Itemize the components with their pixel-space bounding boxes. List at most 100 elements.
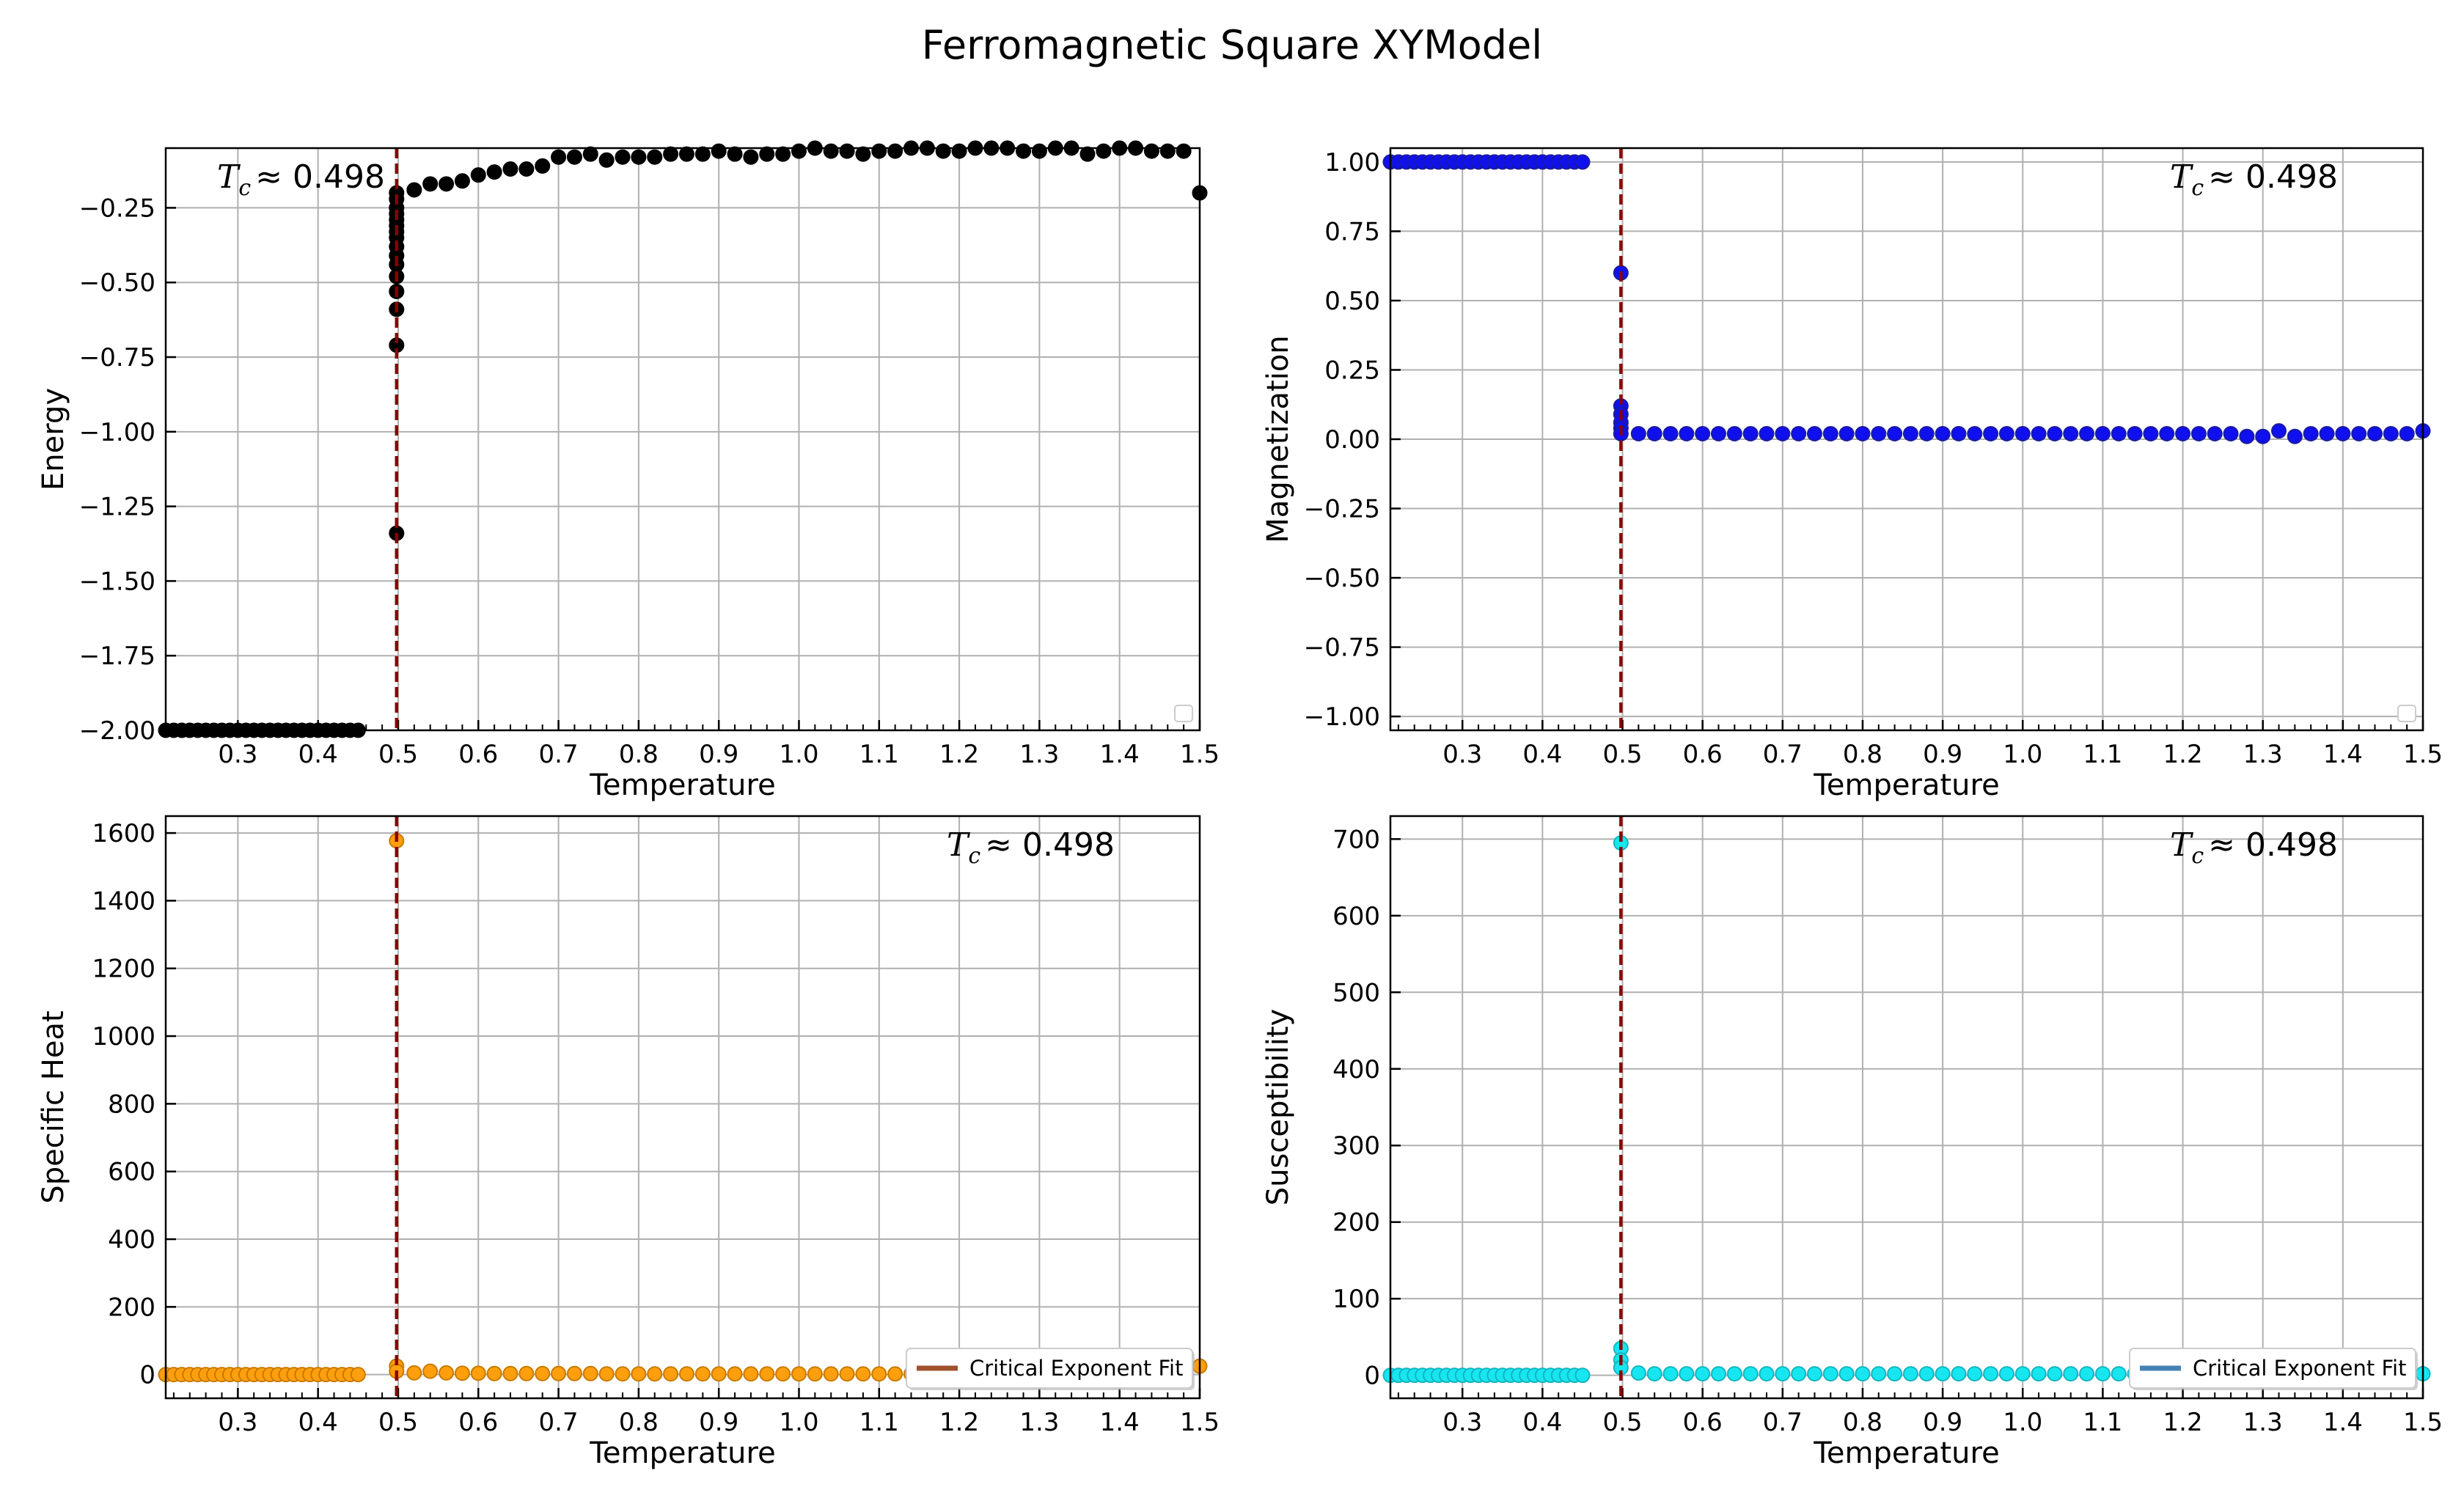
data-point — [582, 1365, 598, 1381]
y-tick-label: −1.00 — [79, 418, 155, 447]
y-tick-label: 1000 — [92, 1022, 155, 1051]
plot-area — [1390, 816, 2423, 1398]
data-point — [727, 1366, 743, 1382]
data-point — [2207, 425, 2223, 441]
x-tick-label: 1.3 — [1019, 1408, 1059, 1437]
data-point — [439, 176, 455, 192]
data-point — [1016, 143, 1032, 159]
data-point — [2319, 425, 2335, 441]
legend — [1174, 705, 1193, 722]
x-tick-label: 1.4 — [1100, 1408, 1140, 1437]
data-point — [1918, 425, 1935, 441]
legend-box — [2397, 705, 2416, 722]
data-point — [759, 1366, 775, 1382]
x-tick-label: 1.5 — [2403, 740, 2443, 769]
figure-title: Ferromagnetic Square XYModel — [921, 22, 1543, 68]
x-tick-label: 0.7 — [1763, 740, 1803, 769]
data-point — [518, 161, 535, 177]
data-point — [551, 149, 567, 165]
data-point — [2351, 425, 2367, 441]
y-tick-label: 800 — [108, 1090, 155, 1119]
data-point — [2159, 425, 2175, 441]
data-point — [2335, 425, 2351, 441]
data-point — [1646, 425, 1662, 441]
data-point — [2303, 425, 2319, 441]
data-point — [678, 1366, 694, 1382]
x-axis-label: Temperature — [1813, 768, 1999, 802]
data-point — [1079, 146, 1096, 162]
plot-frame — [1389, 815, 2424, 1400]
data-point — [823, 1366, 839, 1382]
x-tick-label: 0.6 — [458, 740, 498, 769]
x-tick-label: 0.4 — [1522, 740, 1562, 769]
data-point — [2094, 425, 2111, 441]
data-point — [1951, 425, 1967, 441]
data-point — [502, 1365, 518, 1381]
data-point — [1759, 1366, 1775, 1382]
data-point — [1711, 425, 1727, 441]
y-tick-label: 1200 — [92, 955, 155, 984]
data-point — [2399, 425, 2415, 441]
data-point — [1855, 425, 1871, 441]
x-axis-label: Temperature — [1813, 1436, 1999, 1470]
data-point — [1806, 425, 1822, 441]
legend-box — [906, 1348, 1193, 1389]
data-point — [694, 1366, 711, 1382]
data-point — [839, 143, 855, 159]
data-point — [1902, 425, 1918, 441]
y-tick-label: 0.50 — [1324, 287, 1380, 316]
x-tick-label: 0.5 — [378, 740, 418, 769]
x-tick-label: 0.7 — [539, 1408, 579, 1437]
tc-symbol: T — [2170, 158, 2194, 196]
data-point — [1742, 425, 1759, 441]
x-minor-ticks — [1397, 1392, 2424, 1398]
data-point — [422, 176, 439, 192]
x-tick-label: 0.3 — [218, 740, 257, 769]
y-tick-label: 1400 — [92, 886, 155, 916]
data-point — [2367, 425, 2383, 441]
data-point — [1695, 1366, 1711, 1382]
y-tick-label: 500 — [1332, 978, 1380, 1007]
tc-subscript: c — [2191, 843, 2204, 869]
x-axis-ticks: 0.3 0.4 0.5 0.6 0.7 0.8 0.9 1.0 1.1 1.2 1.3 1.4 1.5 — [1442, 1388, 2443, 1437]
x-tick-label: 1.2 — [2163, 1408, 2203, 1437]
legend-label: Critical Exponent Fit — [2193, 1356, 2406, 1381]
x-tick-label: 0.5 — [378, 1408, 418, 1437]
tc-symbol: T — [2170, 826, 2194, 864]
data-point — [1662, 1366, 1679, 1382]
data-point — [470, 167, 486, 183]
tc-symbol: T — [947, 826, 971, 864]
x-axis-ticks: 0.3 0.4 0.5 0.6 0.7 0.8 0.9 1.0 1.1 1.2 1.3 1.4 1.5 — [218, 1388, 1220, 1437]
data-point — [2079, 1366, 2095, 1382]
x-tick-label: 1.0 — [779, 1408, 818, 1437]
data-point — [1822, 1366, 1838, 1382]
x-tick-label: 1.2 — [939, 740, 979, 769]
data-point — [823, 143, 839, 159]
x-tick-label: 1.1 — [2083, 740, 2122, 769]
data-point — [1806, 1366, 1822, 1382]
data-point — [1791, 425, 1807, 441]
data-point — [454, 173, 470, 189]
data-point — [615, 1366, 631, 1382]
x-tick-label: 0.4 — [1522, 1408, 1562, 1437]
y-tick-label: −0.25 — [79, 194, 155, 223]
data-point — [1791, 1366, 1807, 1382]
data-point — [1871, 425, 1887, 441]
data-point — [694, 146, 711, 162]
y-axis-ticks: 0 200 400 600 800 1000 1200 1400 1600 — [92, 819, 176, 1390]
legend-box — [1174, 705, 1193, 722]
data-point — [839, 1366, 855, 1382]
data-point — [1646, 1366, 1662, 1382]
data-point — [871, 143, 887, 159]
y-tick-label: −0.75 — [79, 343, 155, 372]
data-point — [566, 1365, 582, 1381]
data-point — [2383, 425, 2399, 441]
data-points — [1382, 154, 2431, 444]
data-point — [855, 1366, 871, 1382]
data-point — [1838, 1366, 1855, 1382]
data-point — [1662, 425, 1679, 441]
data-point — [1759, 425, 1775, 441]
x-tick-label: 0.6 — [1683, 740, 1723, 769]
data-point — [615, 149, 631, 165]
